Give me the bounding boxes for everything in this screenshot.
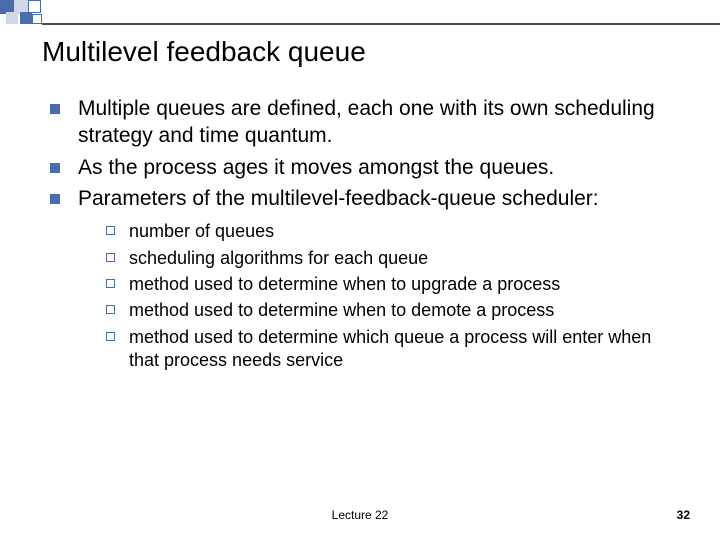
outline-square-bullet-icon <box>106 332 115 341</box>
sub-bullet-text: method used to determine when to demote … <box>129 299 554 322</box>
bullet-text: Multiple queues are defined, each one wi… <box>78 95 680 150</box>
outline-square-bullet-icon <box>106 253 115 262</box>
bullet-text: As the process ages it moves amongst the… <box>78 154 554 181</box>
sub-bullet-text: method used to determine which queue a p… <box>129 326 680 373</box>
footer-lecture-label: Lecture 22 <box>0 508 720 522</box>
sub-bullet-item: scheduling algorithms for each queue <box>106 247 680 270</box>
sub-bullet-item: method used to determine when to demote … <box>106 299 680 322</box>
sub-bullet-text: scheduling algorithms for each queue <box>129 247 428 270</box>
bullet-item: Parameters of the multilevel-feedback-qu… <box>50 185 680 212</box>
outline-square-bullet-icon <box>106 226 115 235</box>
sub-bullet-text: number of queues <box>129 220 274 243</box>
square-bullet-icon <box>50 104 60 114</box>
slide-number: 32 <box>677 508 690 522</box>
content-area: Multiple queues are defined, each one wi… <box>50 95 680 376</box>
bullet-text: Parameters of the multilevel-feedback-qu… <box>78 185 599 212</box>
header-decoration <box>0 0 720 26</box>
outline-square-bullet-icon <box>106 279 115 288</box>
square-bullet-icon <box>50 163 60 173</box>
sub-bullet-item: number of queues <box>106 220 680 243</box>
square-bullet-icon <box>50 194 60 204</box>
bullet-item: Multiple queues are defined, each one wi… <box>50 95 680 150</box>
sub-bullet-list: number of queues scheduling algorithms f… <box>106 220 680 372</box>
outline-square-bullet-icon <box>106 305 115 314</box>
sub-bullet-item: method used to determine which queue a p… <box>106 326 680 373</box>
slide-title: Multilevel feedback queue <box>42 36 366 68</box>
sub-bullet-text: method used to determine when to upgrade… <box>129 273 560 296</box>
bullet-item: As the process ages it moves amongst the… <box>50 154 680 181</box>
sub-bullet-item: method used to determine when to upgrade… <box>106 273 680 296</box>
